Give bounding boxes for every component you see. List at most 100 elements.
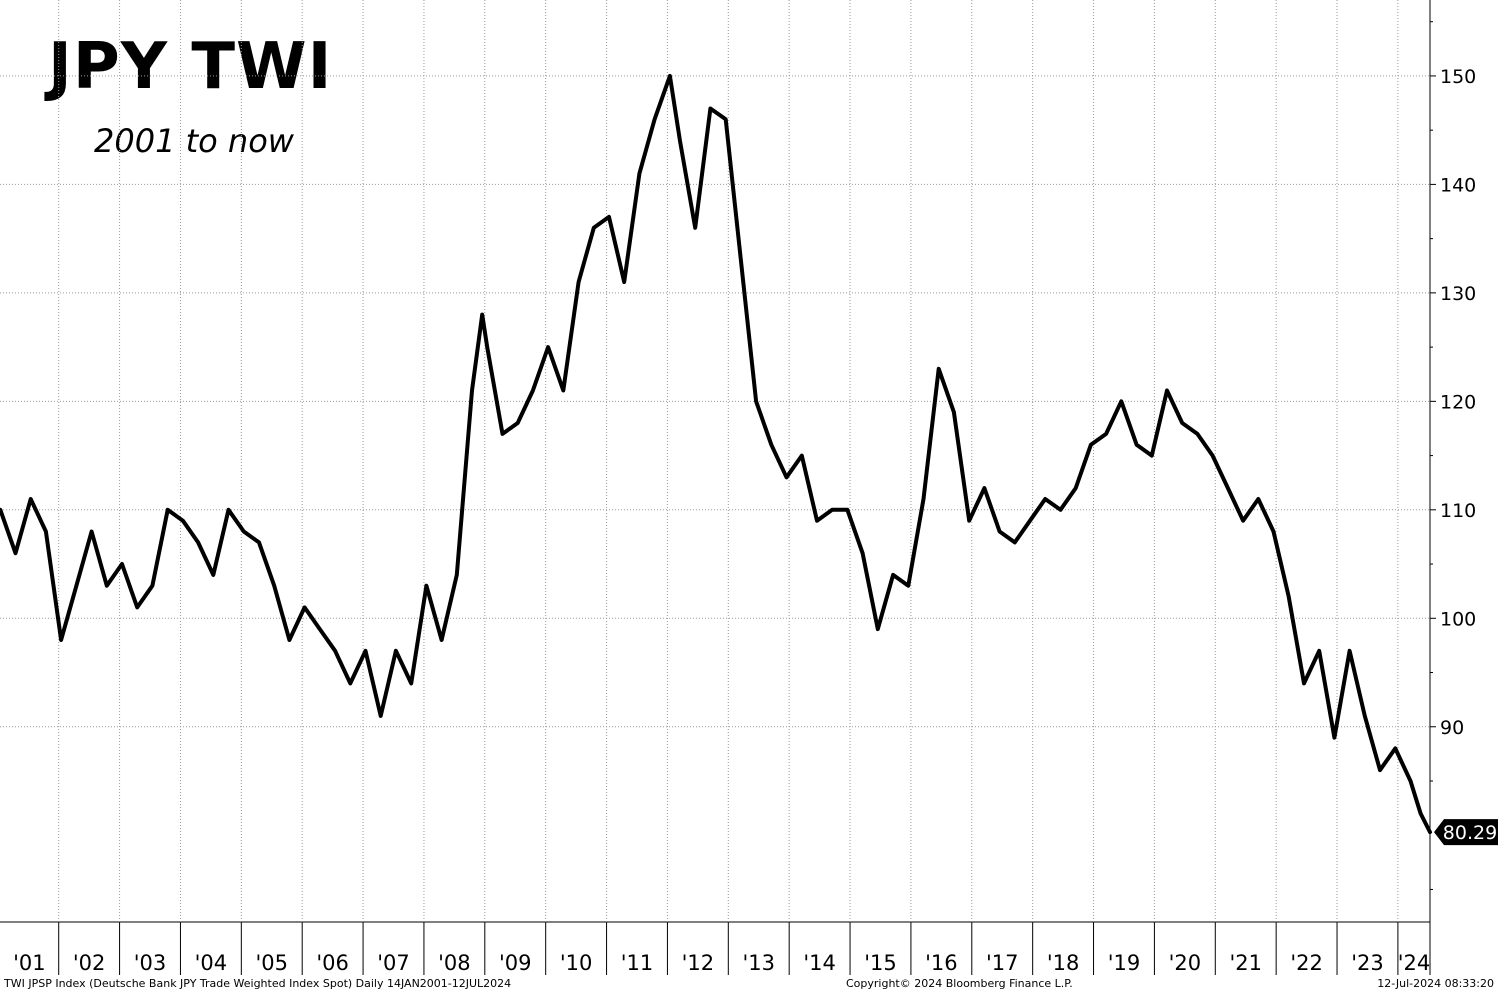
data-point xyxy=(425,585,427,587)
data-point xyxy=(1257,498,1259,500)
data-point xyxy=(1014,541,1016,543)
data-point xyxy=(1105,433,1107,435)
data-point xyxy=(212,574,214,576)
data-point xyxy=(740,259,742,261)
chart-subtitle: 2001 to now xyxy=(94,122,294,160)
data-point xyxy=(243,531,245,533)
data-point xyxy=(304,606,306,608)
x-tick-label: '13 xyxy=(742,951,775,975)
y-tick-label: 120 xyxy=(1440,391,1476,413)
data-point xyxy=(983,487,985,489)
data-point xyxy=(365,650,367,652)
copyright-footnote: Copyright© 2024 Bloomberg Finance L.P. xyxy=(846,977,1073,990)
data-point xyxy=(709,107,711,109)
data-point xyxy=(923,498,925,500)
data-point xyxy=(0,509,1,511)
data-point xyxy=(1120,400,1122,402)
data-point xyxy=(770,444,772,446)
data-point xyxy=(1029,520,1031,522)
x-tick-label: '10 xyxy=(560,951,593,975)
data-point xyxy=(91,531,93,533)
data-point xyxy=(1181,422,1183,424)
data-point xyxy=(517,422,519,424)
x-tick-label: '11 xyxy=(621,951,654,975)
data-point xyxy=(938,368,940,370)
data-point xyxy=(578,281,580,283)
data-point xyxy=(892,574,894,576)
data-point xyxy=(1409,780,1411,782)
data-point xyxy=(1242,520,1244,522)
data-point xyxy=(121,563,123,565)
data-point xyxy=(14,552,16,554)
x-tick-label: '05 xyxy=(256,951,289,975)
data-point xyxy=(786,476,788,478)
x-tick-label: '08 xyxy=(438,951,471,975)
source-footnote: TWI JPSP Index (Deutsche Bank JPY Trade … xyxy=(4,977,512,990)
y-tick-label: 140 xyxy=(1440,174,1476,196)
data-point xyxy=(623,281,625,283)
data-point xyxy=(1196,433,1198,435)
data-point xyxy=(288,639,290,641)
data-point xyxy=(562,389,564,391)
data-point xyxy=(654,118,656,120)
data-point xyxy=(30,498,32,500)
data-point xyxy=(999,531,1001,533)
data-point xyxy=(1303,682,1305,684)
data-point xyxy=(167,509,169,511)
data-point xyxy=(258,541,260,543)
data-point xyxy=(862,552,864,554)
x-tick-label: '12 xyxy=(682,951,715,975)
data-point xyxy=(953,411,955,413)
data-point xyxy=(593,227,595,229)
data-point xyxy=(1349,650,1351,652)
data-point xyxy=(1075,487,1077,489)
chart-title: JPY TWI xyxy=(48,30,333,104)
y-tick-label: 110 xyxy=(1440,500,1476,522)
data-point xyxy=(638,173,640,175)
data-point xyxy=(1379,769,1381,771)
data-point xyxy=(1394,747,1396,749)
data-point xyxy=(877,628,879,630)
data-point xyxy=(456,574,458,576)
data-point xyxy=(395,650,397,652)
x-tick-label: '15 xyxy=(864,951,897,975)
data-point xyxy=(532,389,534,391)
data-point xyxy=(1273,531,1275,533)
data-point xyxy=(1090,444,1092,446)
data-point xyxy=(1044,498,1046,500)
data-point xyxy=(45,531,47,533)
data-point xyxy=(694,227,696,229)
data-point xyxy=(1212,455,1214,457)
data-point xyxy=(471,389,473,391)
timestamp-footnote: 12-Jul-2024 08:33:20 xyxy=(1377,977,1494,990)
data-point xyxy=(669,75,671,77)
data-point xyxy=(725,118,727,120)
x-tick-label: '09 xyxy=(499,951,532,975)
x-tick-label: '06 xyxy=(316,951,349,975)
data-point xyxy=(334,650,336,652)
x-tick-label: '03 xyxy=(134,951,167,975)
x-tick-label: '02 xyxy=(73,951,106,975)
x-tick-label: '21 xyxy=(1229,951,1262,975)
y-tick-label: 100 xyxy=(1440,608,1476,630)
data-point xyxy=(1166,389,1168,391)
data-point xyxy=(75,585,77,587)
x-tick-label: '04 xyxy=(195,951,228,975)
data-point xyxy=(410,682,412,684)
data-point xyxy=(547,346,549,348)
data-point xyxy=(1429,831,1431,833)
data-point xyxy=(907,585,909,587)
data-point xyxy=(106,585,108,587)
data-point xyxy=(831,509,833,511)
data-point xyxy=(755,400,757,402)
last-value-flag xyxy=(1434,819,1498,846)
last-value-label: 80.29 xyxy=(1443,822,1497,844)
data-point xyxy=(441,639,443,641)
x-tick-label: '01 xyxy=(13,951,46,975)
data-point xyxy=(1136,444,1138,446)
data-point xyxy=(182,520,184,522)
data-point xyxy=(801,455,803,457)
y-tick-label: 130 xyxy=(1440,283,1476,305)
data-point xyxy=(151,585,153,587)
